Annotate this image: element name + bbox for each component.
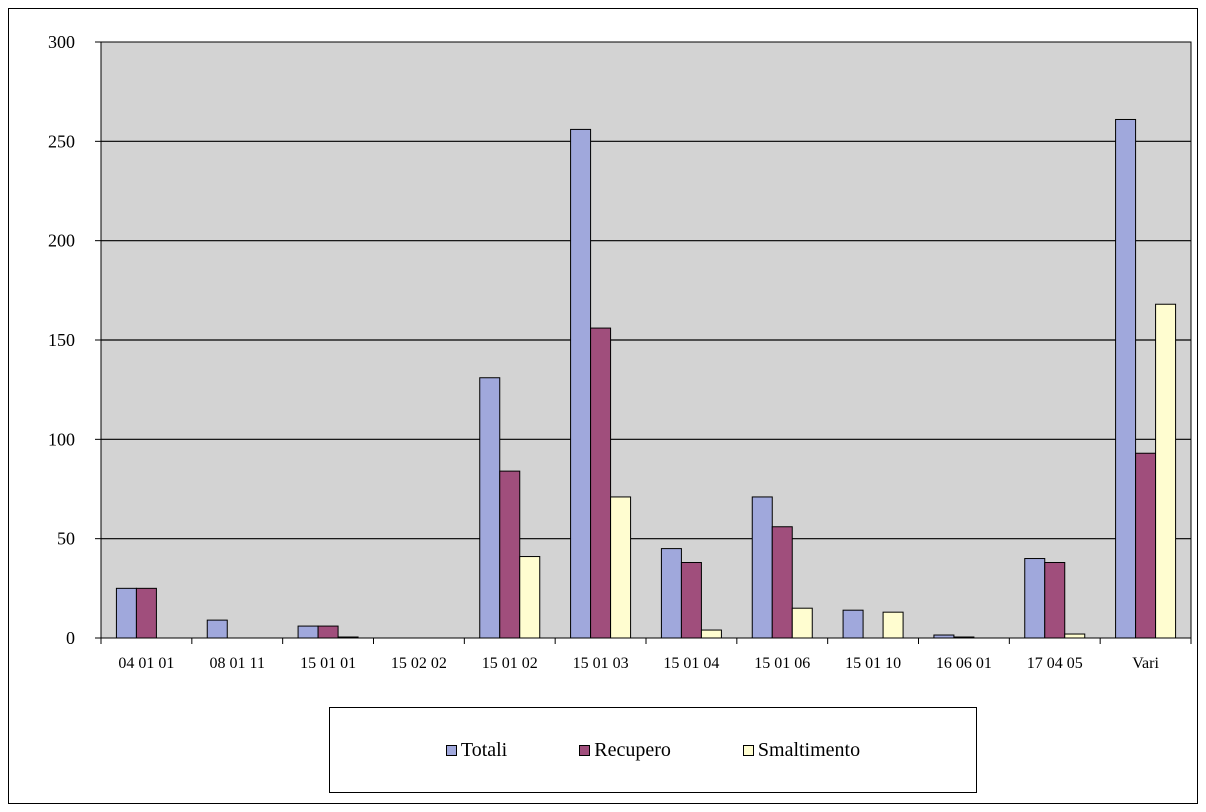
chart-canvas: 0 50 100 150 200 250 300 04 01 01 08 01 11 15 01 … — [48, 32, 1192, 672]
x-tick-label-3: 15 02 02 — [391, 655, 447, 672]
bar-totali-15-01-10 — [842, 609, 864, 639]
x-tick-label-1: 08 01 11 — [210, 655, 265, 672]
x-tick-label-0: 04 01 01 — [118, 655, 174, 672]
x-tick-label-10: 17 04 05 — [1027, 655, 1083, 672]
bar-totali-Vari — [1115, 118, 1137, 639]
legend-swatch-recupero — [579, 744, 591, 756]
x-tick-label-8: 15 01 10 — [845, 655, 901, 672]
bar-totali-15-01-03 — [570, 128, 592, 639]
bar-recupero-15-01-01 — [317, 625, 339, 639]
bar-totali-16-06-01 — [933, 634, 955, 639]
bar-totali-17-04-05 — [1024, 558, 1046, 639]
x-tick-label-9: 16 06 01 — [936, 655, 992, 672]
bar-totali-15-01-04 — [660, 548, 682, 639]
legend-label-totali: Totali — [460, 738, 508, 761]
bar-totali-15-01-02 — [479, 377, 501, 639]
bar-recupero-Vari — [1135, 452, 1157, 639]
bar-smaltimento-Vari — [1155, 303, 1177, 639]
y-tick-label-200: 200 — [48, 231, 75, 251]
bar-smaltimento-15-01-04 — [700, 629, 722, 639]
legend-item-recupero: Recupero — [579, 739, 671, 762]
bars — [115, 118, 1177, 639]
legend-label-smaltimento: Smaltimento — [757, 738, 861, 761]
x-tick-label-5: 15 01 03 — [573, 655, 629, 672]
y-tick-label-50: 50 — [57, 529, 75, 549]
bar-totali-15-01-01 — [297, 625, 319, 639]
bar-smaltimento-17-04-05 — [1064, 633, 1086, 639]
x-tick-label-11: Vari — [1132, 655, 1159, 672]
y-tick-label-150: 150 — [48, 330, 75, 350]
bar-smaltimento-15-01-02 — [519, 556, 541, 639]
bar-recupero-15-01-03 — [590, 327, 612, 639]
legend-swatch-smaltimento — [742, 744, 754, 756]
bar-totali-04-01-01 — [115, 587, 137, 639]
bar-smaltimento-15-01-01 — [337, 636, 359, 639]
grid-lines — [101, 140, 1191, 540]
x-tick-label-6: 15 01 04 — [663, 655, 719, 672]
bar-totali-15-01-06 — [751, 496, 773, 639]
bar-recupero-15-01-02 — [499, 470, 521, 639]
chart-frame: 0 50 100 150 200 250 300 04 01 01 08 01 11 15 01 … — [8, 8, 1198, 804]
bar-recupero-15-01-06 — [771, 526, 793, 639]
y-tick-label-250: 250 — [48, 131, 75, 151]
y-tick-label-100: 100 — [48, 429, 75, 449]
legend-item-totali: Totali — [445, 738, 508, 762]
x-tick-label-4: 15 01 02 — [482, 655, 538, 672]
bar-recupero-04-01-01 — [135, 587, 157, 639]
bar-recupero-15-01-04 — [680, 562, 702, 639]
bar-totali-08-01-11 — [206, 619, 228, 639]
x-tick-label-2: 15 01 01 — [300, 655, 356, 672]
bar-smaltimento-15-01-10 — [882, 611, 904, 639]
legend-label-recupero: Recupero — [594, 738, 671, 761]
y-tick-label-0: 0 — [66, 628, 75, 648]
bar-smaltimento-15-01-03 — [610, 496, 632, 639]
bar-smaltimento-15-01-06 — [791, 607, 813, 639]
y-tick-label-300: 300 — [48, 32, 75, 52]
x-tick-label-7: 15 01 06 — [754, 655, 810, 672]
bar-recupero-16-06-01 — [953, 636, 975, 639]
legend: Totali Recupero Smaltimento — [329, 707, 977, 793]
legend-swatch-totali — [445, 744, 457, 756]
axes: 0 50 100 150 200 250 300 04 01 01 08 01 11 15 01 … — [48, 32, 1192, 672]
bar-recupero-17-04-05 — [1044, 562, 1066, 639]
legend-item-smaltimento: Smaltimento — [742, 738, 861, 762]
